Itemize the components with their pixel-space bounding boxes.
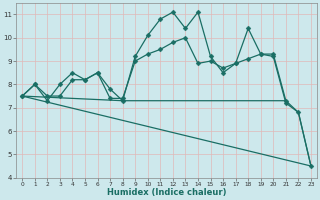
X-axis label: Humidex (Indice chaleur): Humidex (Indice chaleur) xyxy=(107,188,226,197)
